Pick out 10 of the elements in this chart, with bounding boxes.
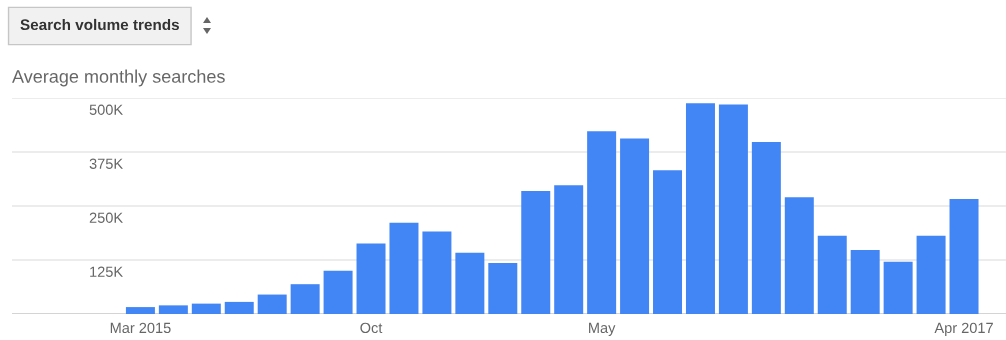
y-tick-label: 250K bbox=[89, 212, 123, 223]
y-tick-label: 375K bbox=[89, 158, 123, 169]
y-tick-label: 500K bbox=[89, 104, 123, 115]
y-tick-label: 125K bbox=[90, 266, 123, 277]
x-tick-label: Mar 2015 bbox=[110, 322, 171, 334]
x-tick-label: May bbox=[589, 322, 616, 336]
chart-subtitle: Average monthly searches bbox=[12, 69, 225, 87]
x-tick-label: Apr 2017 bbox=[934, 322, 993, 336]
chart-title: Search volume trends bbox=[20, 18, 179, 31]
x-tick-label: Oct bbox=[360, 322, 383, 334]
